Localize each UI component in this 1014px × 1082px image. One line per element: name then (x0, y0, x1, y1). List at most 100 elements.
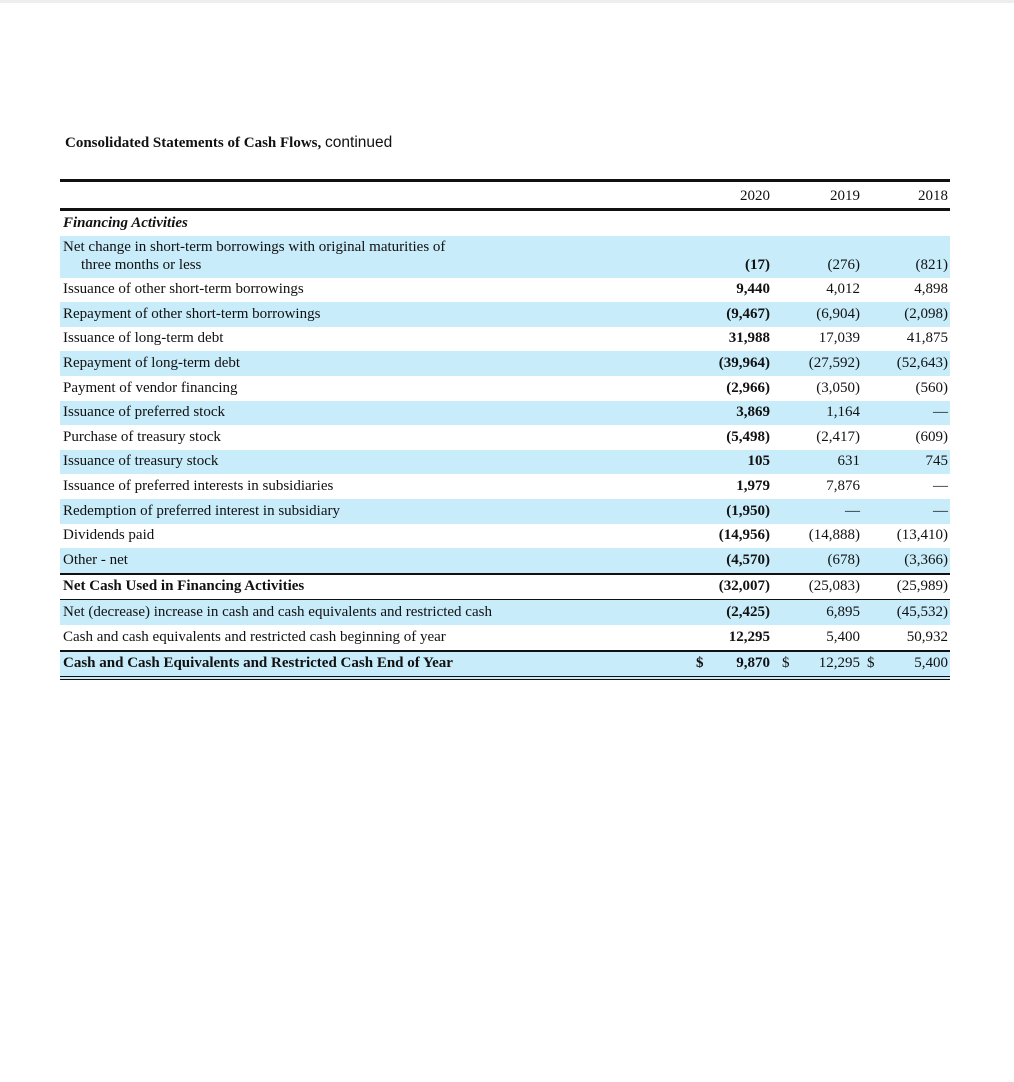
cell-2018: 50,932 (906, 628, 948, 645)
section-row: Financing Activities (60, 211, 950, 236)
table-row: Dividends paid (14,956) (14,888) (13,410) (60, 524, 950, 549)
row-label: Cash and Cash Equivalents and Restricted… (63, 655, 453, 672)
cell-2020: 9,440 (736, 281, 770, 298)
currency-symbol: $ (782, 655, 790, 672)
table-row: Net change in short-term borrowings with… (60, 235, 950, 278)
cell-2019: (3,050) (816, 379, 860, 396)
cell-2018: (3,366) (904, 551, 948, 568)
table-row: Issuance of preferred interests in subsi… (60, 474, 950, 499)
cell-2019: 12,295 (818, 655, 860, 672)
cell-2019: (14,888) (808, 527, 860, 544)
col-2019: 2019 (830, 188, 860, 204)
cell-2019: 631 (837, 453, 861, 470)
cell-2018: (821) (915, 256, 949, 273)
row-label: Dividends paid (63, 527, 155, 544)
row-label: Net Cash Used in Financing Activities (63, 578, 305, 595)
row-label: Purchase of treasury stock (63, 428, 221, 445)
row-label: Issuance of preferred stock (63, 404, 226, 421)
row-label: Payment of vendor financing (63, 379, 238, 396)
cell-2020: (39,964) (718, 354, 770, 371)
col-2018: 2018 (918, 188, 948, 204)
cell-2018: (45,532) (896, 603, 948, 620)
cell-2020: (1,950) (726, 502, 770, 519)
cell-2020: (2,425) (726, 603, 770, 620)
cell-2019: (276) (827, 256, 861, 273)
title-main: Consolidated Statements of Cash Flows, (65, 135, 322, 151)
cell-2020: (9,467) (726, 305, 770, 322)
cell-2019: (25,083) (808, 578, 860, 595)
row-label-line2: three months or less (81, 256, 202, 273)
cell-2018: — (933, 477, 948, 494)
table-row: Net (decrease) increase in cash and cash… (60, 599, 950, 625)
section-heading: Financing Activities (63, 214, 188, 231)
cell-2019: 5,400 (826, 628, 860, 645)
cell-2020: 12,295 (728, 628, 770, 645)
cell-2018: (609) (915, 428, 949, 445)
table-row: Cash and cash equivalents and restricted… (60, 625, 950, 650)
row-label: Issuance of treasury stock (63, 453, 219, 470)
table-row: Net Cash Used in Financing Activities (32… (60, 572, 950, 600)
title-suffix: continued (325, 134, 393, 151)
cell-2018: — (933, 404, 948, 421)
cell-2020: (4,570) (726, 551, 770, 568)
cell-2020: (2,966) (726, 379, 770, 396)
cell-2018: (13,410) (896, 527, 948, 544)
row-label: Net (decrease) increase in cash and cash… (63, 603, 492, 620)
cell-2019: 7,876 (826, 477, 860, 494)
cell-2018: (25,989) (896, 578, 948, 595)
cell-2019: (2,417) (816, 428, 860, 445)
cell-2020: (5,498) (726, 428, 770, 445)
cash-flow-table: 2020 2019 2018 Financing Activities Net … (60, 179, 950, 681)
cell-2018: (2,098) (904, 305, 948, 322)
row-label: Redemption of preferred interest in subs… (63, 502, 341, 519)
page-title: Consolidated Statements of Cash Flows, c… (65, 134, 392, 152)
cell-2018: — (933, 502, 948, 519)
cell-2019: (6,904) (816, 305, 860, 322)
table-row: Other - net (4,570) (678) (3,366) (60, 548, 950, 573)
cell-2019: 4,012 (826, 281, 860, 298)
cell-2019: — (845, 502, 860, 519)
row-label: Net change in short-term borrowings with… (63, 238, 445, 274)
row-label: Repayment of long-term debt (63, 354, 241, 371)
row-label: Other - net (63, 551, 128, 568)
cell-2018: 5,400 (914, 655, 948, 672)
table-row: Repayment of long-term debt (39,964) (27,5… (60, 351, 950, 376)
cell-2020: 9,870 (736, 655, 770, 672)
header-row: 2020 2019 2018 (60, 179, 950, 211)
cell-2018: 4,898 (914, 281, 948, 298)
cell-2019: 17,039 (818, 330, 860, 347)
cell-2020: (14,956) (718, 527, 770, 544)
cell-2019: (27,592) (808, 354, 860, 371)
row-label: Cash and cash equivalents and restricted… (63, 628, 446, 645)
cell-2020: 3,869 (736, 404, 770, 421)
table-row: Issuance of preferred stock 3,869 1,164 — (60, 400, 950, 426)
table-row: Redemption of preferred interest in subs… (60, 498, 950, 524)
currency-symbol: $ (696, 655, 704, 672)
table-row: Issuance of treasury stock 105 631 745 (60, 449, 950, 475)
cell-2019: (678) (827, 551, 861, 568)
row-label: Issuance of long-term debt (63, 330, 224, 347)
cell-2018: (52,643) (896, 354, 948, 371)
cell-2020: (32,007) (718, 578, 770, 595)
col-2020: 2020 (740, 188, 770, 204)
table-row: Cash and Cash Equivalents and Restricted… (60, 649, 950, 681)
cell-2018: 41,875 (906, 330, 948, 347)
cell-2018: 745 (925, 453, 949, 470)
cell-2019: 6,895 (826, 603, 860, 620)
table-row: Purchase of treasury stock (5,498) (2,417)… (60, 425, 950, 450)
table-row: Issuance of other short-term borrowings 9… (60, 278, 950, 303)
cell-2020: 31,988 (728, 330, 770, 347)
row-label: Repayment of other short-term borrowings (63, 305, 321, 322)
row-label-line1: Net change in short-term borrowings with… (63, 238, 446, 255)
cell-2019: 1,164 (826, 404, 860, 421)
cell-2018: (560) (915, 379, 949, 396)
row-label: Issuance of preferred interests in subsi… (63, 477, 334, 494)
table-row: Issuance of long-term debt 31,988 17,039 41… (60, 327, 950, 352)
top-border (0, 0, 1014, 3)
table-row: Repayment of other short-term borrowings… (60, 302, 950, 327)
table-row: Payment of vendor financing (2,966) (3,050… (60, 376, 950, 401)
cell-2020: 1,979 (736, 477, 770, 494)
row-label: Issuance of other short-term borrowings (63, 281, 304, 298)
cell-2020: 105 (747, 453, 771, 470)
cell-2020: (17) (745, 256, 770, 273)
